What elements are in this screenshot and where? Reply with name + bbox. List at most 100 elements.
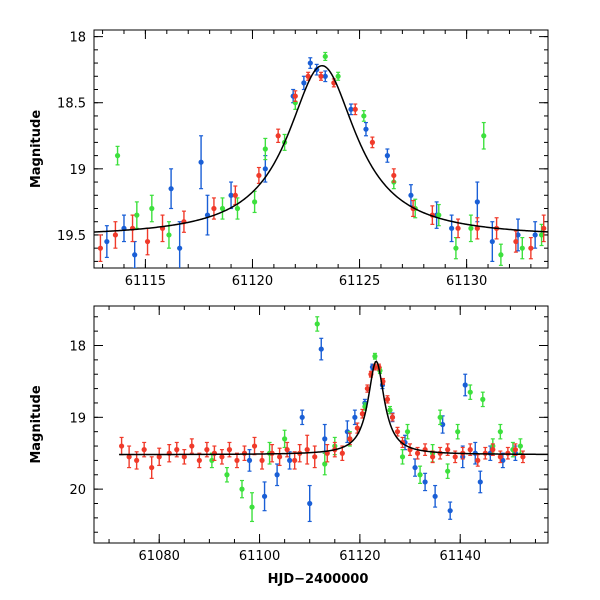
data-point <box>467 447 473 453</box>
data-point <box>305 73 311 79</box>
data-point <box>497 429 503 435</box>
data-point <box>339 450 345 456</box>
data-point <box>505 450 511 456</box>
data-point <box>369 139 375 145</box>
top-panel: 61115 61120 61125 61130 18 18.5 19 19.5 Magnitud… <box>29 29 549 289</box>
data-point <box>408 192 414 198</box>
data-point <box>312 454 318 460</box>
data-point <box>262 166 268 172</box>
data-point <box>394 429 401 435</box>
data-point <box>447 508 453 514</box>
data-point <box>437 414 443 420</box>
data-point <box>275 133 281 139</box>
data-point <box>517 443 524 449</box>
data-point <box>314 321 320 327</box>
data-point <box>359 411 365 417</box>
x-axis-label: HJD−2400000 <box>268 572 369 587</box>
data-point <box>468 225 474 231</box>
data-point <box>474 225 480 231</box>
data-point <box>241 450 248 456</box>
data-point <box>445 447 451 453</box>
data-point <box>384 153 390 159</box>
plot-area <box>118 316 548 523</box>
data-point <box>480 396 486 402</box>
plot-frame <box>93 29 549 269</box>
data-point <box>132 252 138 258</box>
x-tick-label: 61120 <box>339 549 380 564</box>
data-point <box>352 106 358 112</box>
data-point <box>498 252 504 258</box>
data-point <box>414 450 421 456</box>
data-point <box>490 447 496 453</box>
data-point <box>251 443 258 449</box>
data-point <box>292 457 298 464</box>
data-point <box>513 238 519 245</box>
y-tick-label: 20 <box>69 483 86 498</box>
data-point <box>467 389 473 395</box>
data-point <box>252 199 258 205</box>
data-point <box>475 457 481 464</box>
data-point <box>318 73 324 79</box>
data-point <box>462 382 468 388</box>
data-point <box>196 457 202 464</box>
data-point <box>348 106 354 112</box>
data-point <box>144 238 151 245</box>
data-point <box>519 245 525 251</box>
data-point <box>347 436 353 442</box>
data-point <box>354 425 360 431</box>
data-point <box>304 447 310 453</box>
data-point <box>134 457 140 464</box>
bottom-panel: 61080 61100 61120 61140 18 19 20 Magnitude <box>29 305 549 564</box>
x-tick-label: 61100 <box>239 549 280 564</box>
data-point <box>156 454 162 460</box>
data-point <box>239 486 245 492</box>
y-tick-label: 18.5 <box>57 97 86 112</box>
data-point <box>515 232 521 238</box>
data-point <box>497 454 503 460</box>
model-curve <box>94 64 548 233</box>
data-point <box>277 454 283 460</box>
data-point <box>538 232 545 238</box>
data-point <box>440 421 446 428</box>
data-point <box>112 232 119 238</box>
data-point <box>430 454 436 460</box>
data-point <box>114 153 121 159</box>
data-point <box>307 60 313 66</box>
data-point <box>259 457 265 464</box>
data-point <box>177 245 183 251</box>
series-blue <box>246 337 518 523</box>
y-axis-label: Magnitude <box>29 110 44 189</box>
data-point <box>489 238 495 245</box>
data-point <box>322 461 328 467</box>
data-point <box>224 472 230 478</box>
data-point <box>307 500 313 507</box>
data-point <box>261 493 268 499</box>
data-point <box>168 186 174 192</box>
data-point <box>372 353 378 359</box>
x-tick-label: 61140 <box>440 549 481 564</box>
data-point <box>234 457 240 464</box>
y-tick-label: 19.5 <box>57 229 86 244</box>
plot-frame <box>93 305 549 544</box>
data-point <box>455 225 461 231</box>
data-point <box>481 133 487 139</box>
data-point <box>528 245 534 251</box>
data-point <box>335 73 341 79</box>
data-point <box>274 472 280 478</box>
data-point <box>287 457 293 464</box>
data-point <box>364 385 371 392</box>
y-tick-label: 18 <box>69 340 86 355</box>
y-tick-label: 19 <box>69 411 86 426</box>
data-point <box>422 479 428 485</box>
data-point <box>532 232 538 238</box>
y-axis-label: Magnitude <box>29 385 44 464</box>
data-point <box>361 113 367 119</box>
data-point <box>246 457 253 464</box>
data-point <box>477 479 483 485</box>
data-point <box>436 212 442 218</box>
series-green <box>209 316 524 523</box>
data-point <box>452 454 458 460</box>
data-point <box>282 436 288 442</box>
data-point <box>126 454 132 460</box>
data-point <box>520 454 526 460</box>
